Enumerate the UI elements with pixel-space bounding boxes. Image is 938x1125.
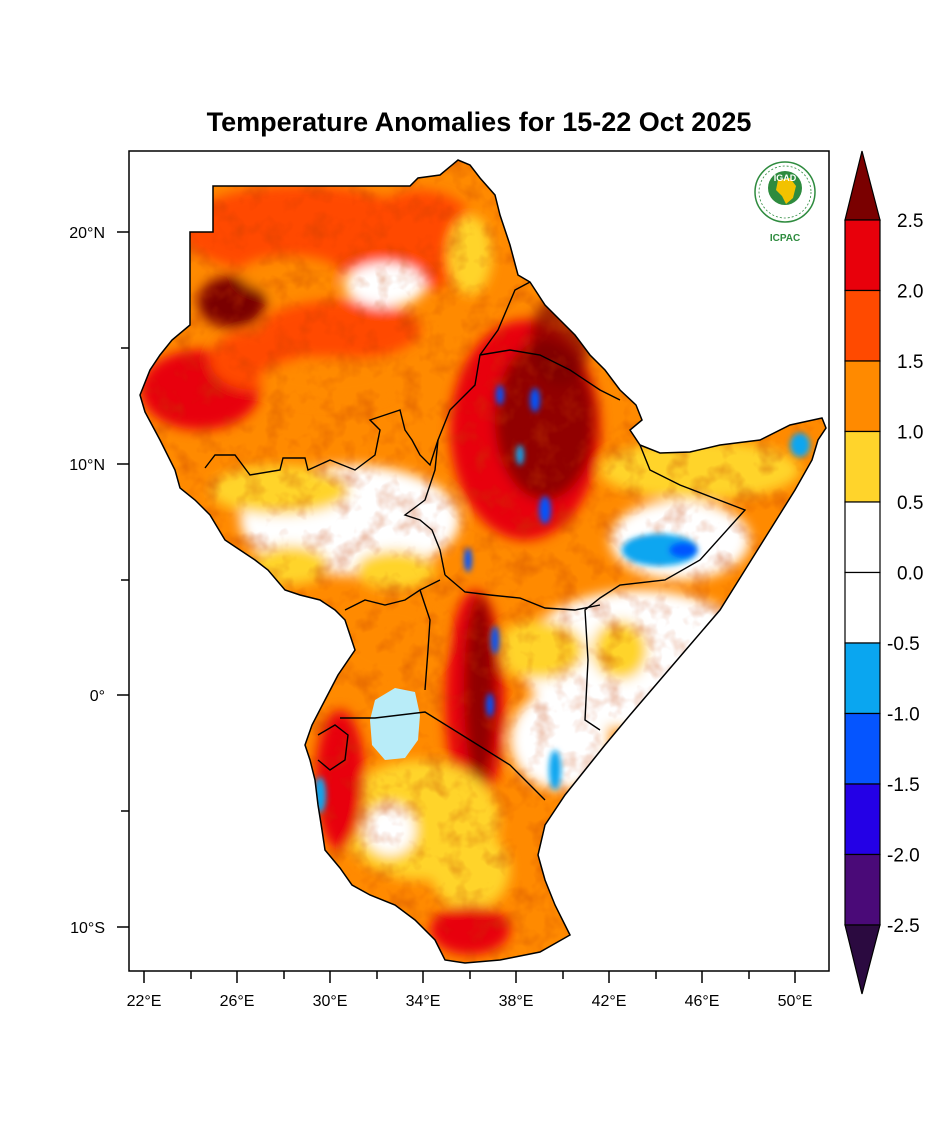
colorbar-box <box>844 712 881 785</box>
colorbar-box <box>844 571 881 644</box>
border-uganda-south-sudan <box>344 579 441 611</box>
border-kenya-ethiopia <box>444 574 601 611</box>
border-uganda-kenya <box>419 589 431 691</box>
country-borders <box>204 281 747 801</box>
y-label-10n: 10°N <box>69 457 105 474</box>
colorbar-label: -2.0 <box>887 846 920 867</box>
colorbar-box <box>844 360 881 433</box>
x-label-34e: 34°E <box>406 993 441 1010</box>
africa-map-icon <box>776 178 796 204</box>
colorbar-box <box>844 501 881 574</box>
colorbar-label: 2.5 <box>897 211 923 232</box>
x-label-22e: 22°E <box>127 993 162 1010</box>
logo-laurel-icon <box>758 165 812 219</box>
colorbar-box <box>844 219 881 292</box>
logo-ring <box>754 161 816 223</box>
y-label-20n: 20°N <box>69 225 105 242</box>
colorbar-label: -1.5 <box>887 775 920 796</box>
map-frame <box>128 150 830 972</box>
colorbar-label: -1.0 <box>887 705 920 726</box>
colorbar-box <box>844 853 881 926</box>
colorbar-under-triangle <box>844 924 881 995</box>
colorbar-box <box>844 642 881 715</box>
colorbar-label: -0.5 <box>887 634 920 655</box>
colorbar-label: 1.0 <box>897 423 923 444</box>
colorbar-label: 0.0 <box>897 564 923 585</box>
colorbar-label: -2.5 <box>887 916 920 937</box>
colorbar: 2.5 2.0 1.5 1.0 0.5 0.0 -0.5 -1.0 -1.5 -2.0 -2.5 <box>844 150 923 995</box>
igad-icpac-logo: IGAD ICPAC <box>751 159 819 244</box>
lake-victoria <box>370 688 420 760</box>
y-label-10s: 10°S <box>70 920 105 937</box>
colorbar-boxes <box>844 219 881 926</box>
colorbar-box <box>844 289 881 362</box>
colorbar-box <box>844 430 881 503</box>
colorbar-label: 1.5 <box>897 352 923 373</box>
border-ethiopia-west <box>403 439 446 576</box>
border-sudan-south <box>204 281 531 476</box>
x-axis-ticks <box>143 971 796 983</box>
logo-bottom-text: ICPAC <box>770 233 800 244</box>
colorbar-label: 2.0 <box>897 282 923 303</box>
border-ethiopia-somalia <box>584 444 747 731</box>
map-title: Temperature Anomalies for 15-22 Oct 2025 <box>207 107 752 137</box>
x-label-50e: 50°E <box>778 993 813 1010</box>
border-tanzania-north <box>340 711 546 801</box>
colorbar-over-triangle <box>844 150 881 221</box>
x-label-42e: 42°E <box>592 993 627 1010</box>
field-cold-patches <box>314 385 810 813</box>
region-coastline <box>139 159 827 964</box>
x-label-30e: 30°E <box>313 993 348 1010</box>
colorbar-labels: 2.5 2.0 1.5 1.0 0.5 0.0 -0.5 -1.0 -1.5 -2.0 -2.5 <box>887 211 923 937</box>
y-axis-ticks <box>117 231 129 928</box>
y-label-0: 0° <box>90 688 105 705</box>
border-rwanda-burundi <box>317 724 349 771</box>
border-eritrea <box>479 349 621 401</box>
colorbar-label: 0.5 <box>897 493 923 514</box>
logo-top-text: IGAD <box>774 173 797 183</box>
x-label-38e: 38°E <box>499 993 534 1010</box>
x-label-26e: 26°E <box>220 993 255 1010</box>
colorbar-box <box>844 783 881 856</box>
x-label-46e: 46°E <box>685 993 720 1010</box>
